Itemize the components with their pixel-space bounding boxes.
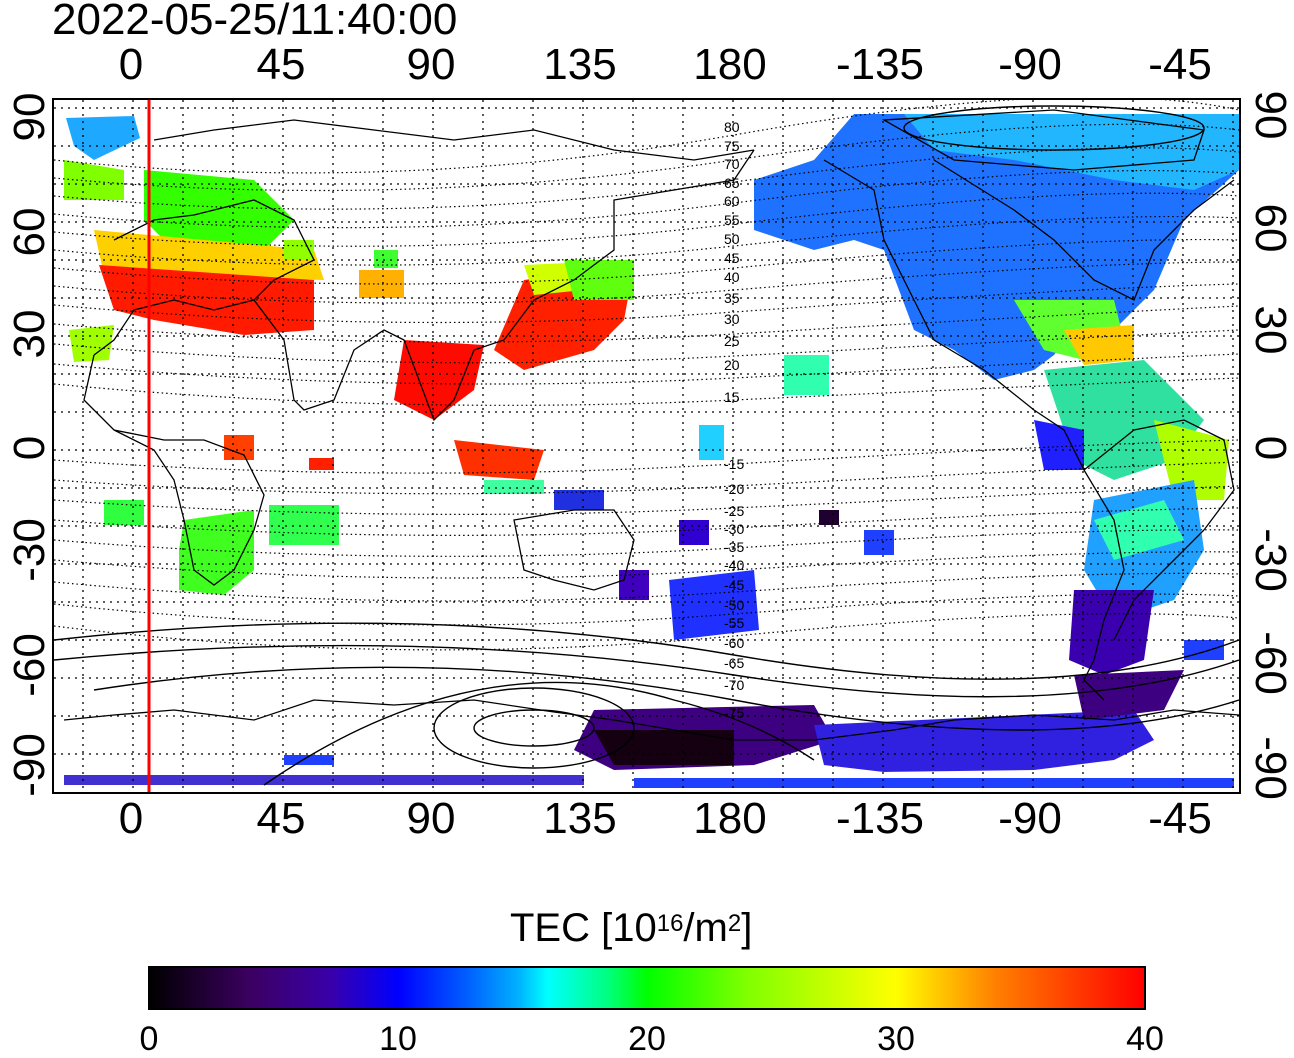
colorbar-title-exponent: 16 — [656, 910, 684, 937]
contour-label: -60 — [724, 635, 744, 651]
colorbar-title-main: TEC [10 — [510, 906, 657, 950]
contour-label: 40 — [724, 269, 740, 285]
lon-label-bottom: -45 — [1148, 794, 1212, 843]
colorbar-title-close: ] — [741, 906, 753, 950]
colorbar-tick: 0 — [139, 1020, 159, 1058]
lon-label-bottom: 0 — [118, 794, 144, 843]
lat-label-left: -60 — [5, 633, 54, 697]
lat-label-left: -30 — [5, 518, 54, 582]
lat-label-right: 90 — [1246, 90, 1294, 140]
contour-label: 25 — [724, 333, 740, 349]
contour-label: 55 — [724, 212, 740, 228]
contour-label: -30 — [724, 521, 744, 537]
contour-label: -25 — [724, 503, 744, 519]
contour-label: -50 — [724, 597, 744, 613]
timestamp-title: 2022-05-25/11:40:00 — [52, 0, 458, 44]
lat-label-left: 0 — [5, 435, 54, 461]
contour-label: 50 — [724, 231, 740, 247]
lon-label-top: 45 — [256, 40, 306, 89]
lon-label-top: -90 — [998, 40, 1062, 89]
contour-label: -45 — [724, 577, 744, 593]
colorbar — [148, 966, 1146, 1010]
lat-label-left: -90 — [5, 733, 54, 797]
contour-label: 70 — [724, 156, 740, 172]
contour-label: 20 — [724, 357, 740, 373]
lon-label-bottom: 180 — [693, 794, 767, 843]
lat-label-right: -90 — [1246, 736, 1294, 800]
lat-label-left: 90 — [5, 92, 54, 142]
lat-label-right: 30 — [1246, 305, 1294, 355]
lat-label-left: 60 — [5, 207, 54, 257]
magnetic-contours-solid — [54, 105, 1239, 786]
lon-label-top: 0 — [118, 40, 144, 89]
colorbar-title-unit-exponent: 2 — [727, 910, 742, 937]
tec-map: 80 75 70 65 60 55 50 45 40 35 30 25 20 1… — [52, 98, 1241, 794]
contour-label: 60 — [724, 193, 740, 209]
contour-label: -40 — [724, 557, 744, 573]
colorbar-tick: 30 — [877, 1020, 915, 1058]
lon-label-bottom: -135 — [835, 794, 925, 843]
lon-label-bottom: -90 — [998, 794, 1062, 843]
lon-label-top: -135 — [835, 40, 925, 89]
lon-label-bottom: 135 — [543, 794, 617, 843]
contour-label: -55 — [724, 615, 744, 631]
lon-label-top: 135 — [543, 40, 617, 89]
contour-label: 75 — [724, 138, 740, 154]
contour-label: 35 — [724, 290, 740, 306]
colorbar-title: TEC [1016/m2] — [510, 904, 752, 952]
contour-label: 15 — [724, 389, 740, 405]
contour-label: -70 — [724, 677, 744, 693]
contour-label: -65 — [724, 655, 744, 671]
magnetic-contours — [54, 100, 1239, 651]
lat-label-right: 60 — [1246, 203, 1294, 253]
colorbar-tick: 20 — [628, 1020, 666, 1058]
contour-label: -20 — [724, 481, 744, 497]
contour-label: -15 — [724, 456, 744, 472]
colorbar-tick: 10 — [379, 1020, 417, 1058]
lat-label-left: 30 — [5, 309, 54, 359]
lon-label-top: 180 — [693, 40, 767, 89]
tec-map-canvas: 80 75 70 65 60 55 50 45 40 35 30 25 20 1… — [54, 100, 1239, 792]
lon-label-bottom: 90 — [406, 794, 456, 843]
lon-label-top: 90 — [406, 40, 456, 89]
lat-label-right: -30 — [1246, 528, 1294, 592]
contour-label: 30 — [724, 311, 740, 327]
lon-label-top: -45 — [1148, 40, 1212, 89]
lon-label-bottom: 45 — [256, 794, 306, 843]
contour-label: 80 — [724, 119, 740, 135]
contour-label: 45 — [724, 250, 740, 266]
contour-label: -35 — [724, 539, 744, 555]
contour-label: -75 — [724, 705, 744, 721]
lat-label-right: -60 — [1246, 631, 1294, 695]
contour-label: 65 — [724, 175, 740, 191]
colorbar-tick: 40 — [1126, 1020, 1164, 1058]
coastlines — [63, 109, 1239, 741]
tec-data-layer — [64, 114, 1239, 788]
colorbar-title-unit: /m — [683, 906, 728, 950]
contour-labels: 80 75 70 65 60 55 50 45 40 35 30 25 20 1… — [724, 119, 744, 721]
lat-label-right: 0 — [1246, 435, 1294, 461]
